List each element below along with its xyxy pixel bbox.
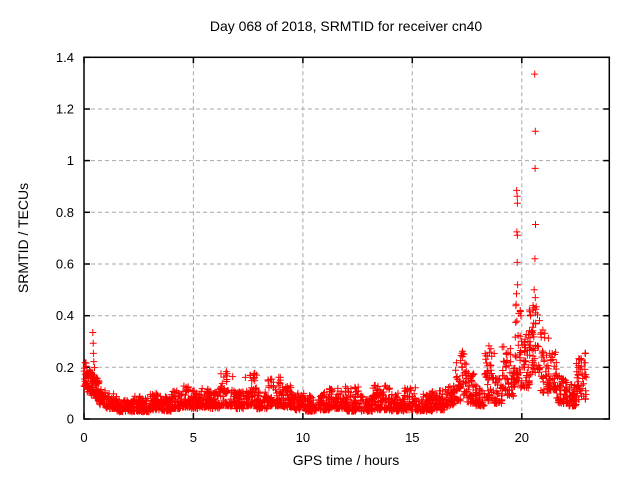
x-tick-label: 20 [515,430,529,445]
y-tick-label: 0 [67,412,74,427]
y-tick-label: 1.2 [56,102,74,117]
y-tick-label: 0.2 [56,360,74,375]
y-axis-label: SRMTID / TECUs [15,183,31,293]
x-tick-label: 0 [80,430,87,445]
y-tick-label: 1.4 [56,50,74,65]
y-tick-labels: 0 0.2 0.4 0.6 0.8 1 1.2 1.4 [56,50,74,427]
x-tick-label: 15 [405,430,419,445]
y-tick-label: 0.8 [56,205,74,220]
x-axis-label: GPS time / hours [293,452,400,468]
axis-ticks [83,56,610,420]
chart-title: Day 068 of 2018, SRMTID for receiver cn4… [210,18,483,34]
y-tick-label: 1 [67,153,74,168]
x-tick-label: 5 [190,430,197,445]
x-tick-labels: 0 5 10 15 20 [80,430,529,445]
data-points [80,70,590,416]
y-tick-label: 0.4 [56,308,74,323]
plot-border [83,56,611,420]
y-tick-label: 0.6 [56,257,74,272]
x-tick-label: 10 [296,430,310,445]
